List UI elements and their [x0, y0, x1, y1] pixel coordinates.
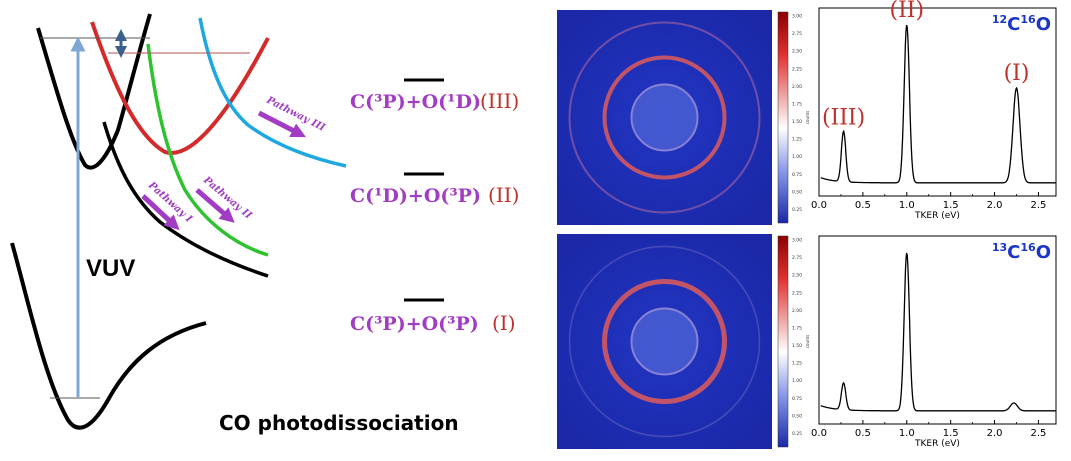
- ring-inner: [630, 307, 699, 376]
- channel-iii-formula: C(³P)+O(¹D): [350, 91, 481, 113]
- colorbar-tick-label: 1.50: [792, 119, 802, 125]
- x-tick-label: 0.5: [855, 428, 871, 439]
- dissociation-channels: C(³P)+O(¹D) (III) C(¹D)+O(³P) (II) C(³P)…: [219, 78, 519, 435]
- colorbar-tick-label: 0.75: [792, 172, 802, 178]
- velocity-map-image-13c16o: [557, 234, 772, 449]
- x-tick-label: 1.5: [943, 200, 959, 211]
- ring-outer: [568, 245, 761, 438]
- colorbar-tick-label: 1.75: [792, 101, 802, 107]
- colorbar-tick-label: 2.50: [792, 49, 802, 55]
- colorbar-tick-label: 0.25: [792, 207, 802, 213]
- channel-ii-formula: C(¹D)+O(³P): [350, 185, 481, 207]
- state-curve-cyan: [198, 17, 347, 168]
- state-curve-red: [90, 21, 270, 155]
- x-tick-label: 1.0: [899, 428, 915, 439]
- spectrum-line: [820, 252, 1056, 412]
- colorbar-label: counts: [805, 335, 810, 348]
- colorbar-tick-label: 2.25: [792, 66, 802, 72]
- colorbar-tick-label: 2.50: [792, 273, 802, 279]
- colorbar-tick-label: 1.50: [792, 343, 802, 349]
- colorbar-tick-label: 1.25: [792, 137, 802, 143]
- colorbar-label: counts: [805, 111, 810, 124]
- colorbar-ticks-top: 3.00 2.75 2.50 2.25 2.00 1.75 1.50 1.25 1.00 0.75…: [792, 14, 810, 213]
- colorbar-tick-label: 2.00: [792, 308, 802, 314]
- channel-i-formula: C(³P)+O(³P): [350, 313, 479, 335]
- colorbar-tick-label: 1.25: [792, 361, 802, 367]
- spectrum-line: [820, 24, 1056, 184]
- peak-label: (II): [890, 0, 925, 23]
- x-tick-label: 2.0: [987, 428, 1003, 439]
- colorbar-tick-label: 0.50: [792, 189, 802, 195]
- colorbar-tick-label: 0.25: [792, 431, 802, 437]
- ring-middle: [602, 279, 727, 404]
- velocity-map-image-12c16o: [557, 10, 772, 225]
- colorbar-tick-label: 2.75: [792, 31, 802, 37]
- tker-spectrum-12c16o: 0.0 0.5 1.0 1.5 2.0 2.5 TKER (eV) 12C16O (III) (I…: [811, 0, 1057, 221]
- ring-inner: [630, 83, 699, 152]
- tker-spectrum-13c16o: 0.0 0.5 1.0 1.5 2.0 2.5 TKER (eV) 13C16O: [811, 235, 1057, 449]
- colorbar-tick-label: 2.25: [792, 290, 802, 296]
- isotope-label: 12C16O: [992, 13, 1051, 35]
- ground-state-curve: [10, 242, 207, 430]
- colorbar-bottom: [777, 235, 789, 448]
- colorbar-tick-label: 0.50: [792, 413, 802, 419]
- potential-energy-diagram: VUV Pathway I Pathway II Pathway III: [10, 13, 347, 430]
- ring-outer: [568, 21, 761, 214]
- plot-frame: [818, 7, 1057, 197]
- colorbar-tick-label: 3.00: [792, 238, 802, 244]
- colorbar-tick-label: 1.00: [792, 154, 802, 160]
- x-tick-label: 1.5: [943, 428, 959, 439]
- x-axis-label: TKER (eV): [914, 439, 960, 449]
- peak-label: (III): [822, 105, 865, 130]
- plot-frame: [818, 235, 1057, 425]
- x-tick-label: 2.0: [987, 200, 1003, 211]
- colorbar-tick-label: 1.75: [792, 325, 802, 331]
- pathway-ii-arrow: [195, 188, 235, 223]
- x-axis-label: TKER (eV): [914, 211, 960, 221]
- x-tick-label: 1.0: [899, 200, 915, 211]
- colorbar-top: [777, 11, 789, 224]
- colorbar-tick-label: 0.75: [792, 396, 802, 402]
- peak-label: (I): [1004, 61, 1030, 86]
- channel-i-numeral: (I): [492, 311, 516, 335]
- x-tick-label: 0.5: [855, 200, 871, 211]
- pathway-iii-arrow: [257, 110, 307, 138]
- pathway-i-arrow: [141, 194, 180, 231]
- x-tick-label: 0.0: [811, 200, 827, 211]
- colorbar-tick-label: 2.00: [792, 84, 802, 90]
- isotope-label: 13C16O: [992, 241, 1051, 263]
- upper-bound-state-curve: [36, 13, 152, 170]
- x-tick-label: 0.0: [811, 428, 827, 439]
- x-tick-label: 2.5: [1030, 200, 1046, 211]
- colorbar-tick-label: 1.00: [792, 378, 802, 384]
- colorbar-tick-label: 2.75: [792, 255, 802, 261]
- channel-ii-numeral: (II): [488, 183, 519, 207]
- colorbar-ticks-bottom: 3.00 2.75 2.50 2.25 2.00 1.75 1.50 1.25 1.00 0.75…: [792, 238, 810, 437]
- colorbar-tick-label: 3.00: [792, 14, 802, 20]
- x-tick-label: 2.5: [1030, 428, 1046, 439]
- pathway-iii-label: Pathway III: [264, 94, 327, 133]
- repulsive-state-curve-black: [102, 121, 269, 278]
- channel-iii-numeral: (III): [480, 89, 519, 113]
- diagram-title: CO photodissociation: [219, 411, 459, 435]
- ring-middle: [602, 55, 727, 180]
- state-curve-green: [146, 43, 269, 257]
- vuv-label: VUV: [86, 255, 135, 282]
